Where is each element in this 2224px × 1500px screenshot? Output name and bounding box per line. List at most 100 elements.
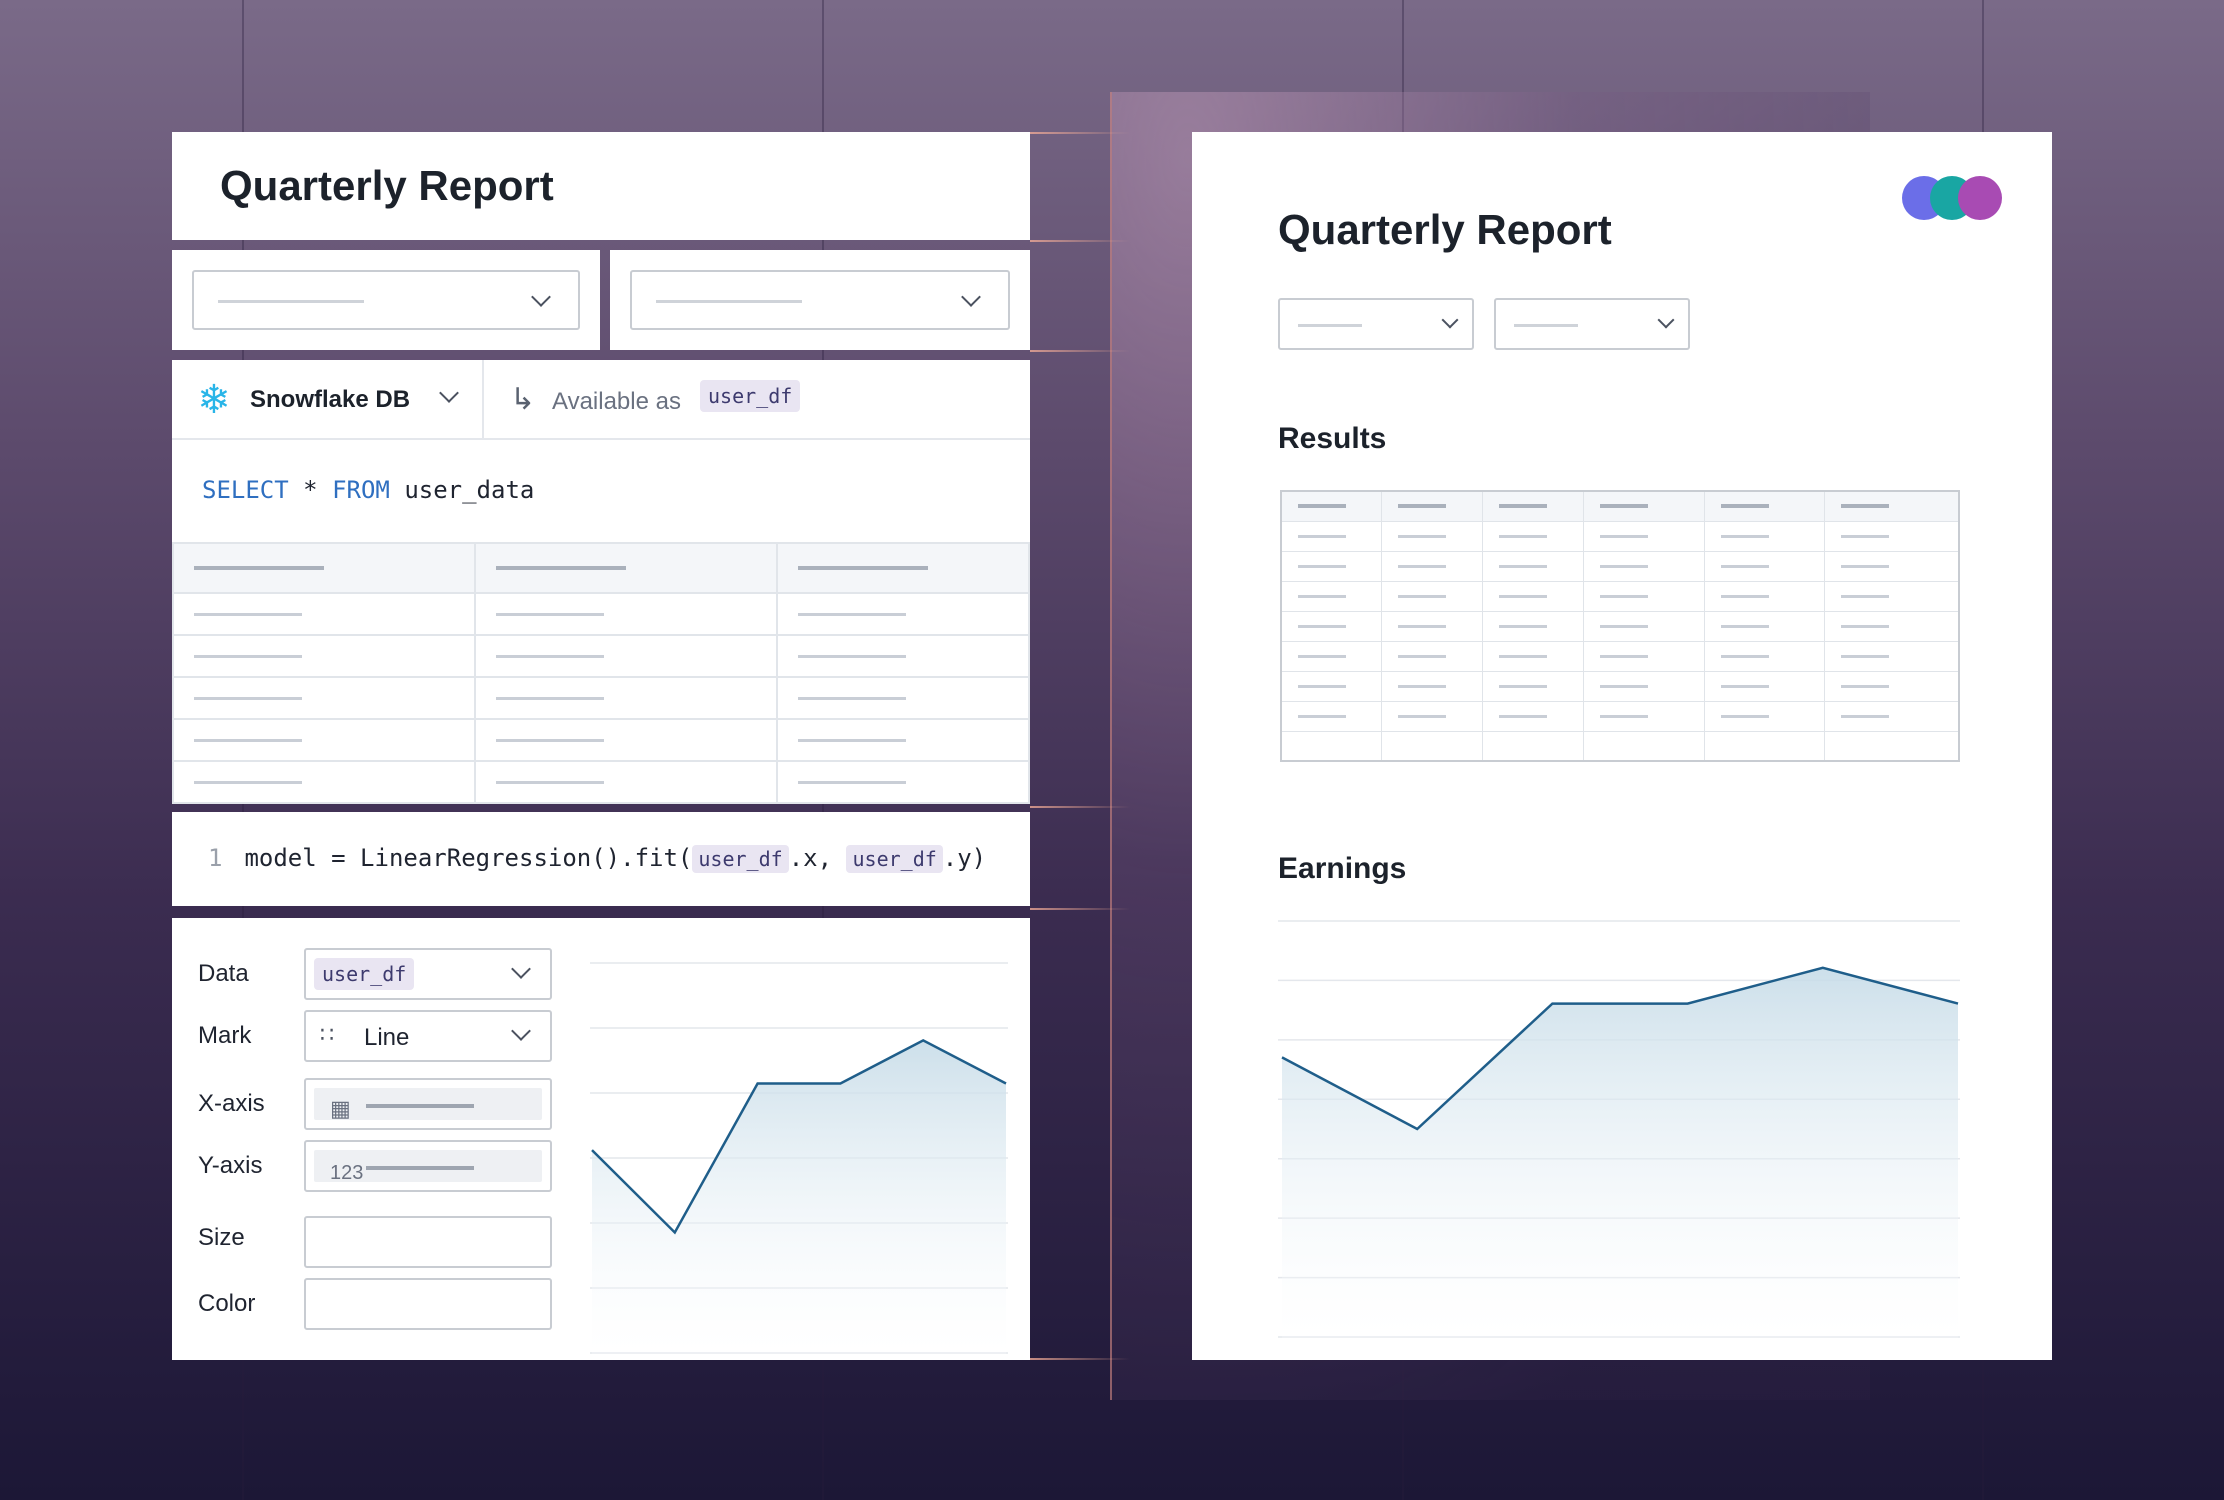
sql-star: *: [303, 476, 318, 504]
cell-placeholder: [798, 612, 906, 616]
code-line[interactable]: 1 model = LinearRegression().fit(user_df.…: [208, 844, 986, 873]
chevron-down-icon: [511, 1021, 531, 1041]
cell-placeholder: [1600, 684, 1649, 688]
cell-placeholder: [1720, 684, 1769, 688]
mark-select[interactable]: ∷ Line: [304, 1010, 552, 1062]
sql-results-table: [172, 542, 1030, 804]
cell-placeholder: [496, 780, 604, 784]
app-logo: [1902, 176, 2002, 220]
chevron-down-icon[interactable]: [439, 383, 459, 403]
scatter-chart-icon: ∷: [320, 1022, 334, 1047]
cell-placeholder: [1398, 624, 1447, 628]
report-dropdown-1[interactable]: [1278, 298, 1474, 350]
connector-line: [1030, 1358, 1130, 1360]
sql-cell: ❄ Snowflake DB ↳ Available as user_df SE…: [172, 360, 1030, 804]
cell-placeholder: [1398, 534, 1447, 538]
cell-placeholder: [1499, 594, 1548, 598]
cell-placeholder: [194, 696, 302, 700]
size-label: Size: [198, 1224, 245, 1251]
report-dropdown-2[interactable]: [1494, 298, 1690, 350]
sql-table-name: user_data: [404, 476, 535, 504]
snowflake-icon: ❄: [197, 378, 231, 422]
table-row: [1280, 730, 1960, 762]
cell-placeholder: [798, 738, 906, 742]
report-page: Quarterly Report Results Earnings: [1192, 132, 2052, 1360]
cell-placeholder: [1720, 564, 1769, 568]
notebook-title-card: Quarterly Report: [172, 132, 1030, 240]
x-axis-field[interactable]: ▦: [304, 1078, 552, 1130]
earnings-heading: Earnings: [1278, 852, 1407, 885]
mark-value: Line: [364, 1024, 410, 1051]
table-row: [1280, 550, 1960, 582]
data-select[interactable]: user_df: [304, 948, 552, 1000]
dataframe-ref-pill[interactable]: user_df: [846, 845, 943, 873]
results-heading: Results: [1278, 422, 1387, 455]
cell-placeholder: [1398, 684, 1447, 688]
table-row: [1280, 610, 1960, 642]
cell-placeholder: [1840, 594, 1889, 598]
placeholder-line: [218, 300, 364, 303]
calendar-icon: ▦: [330, 1096, 351, 1121]
chevron-down-icon: [961, 287, 981, 307]
cell-placeholder: [194, 654, 302, 658]
table-row: [172, 592, 1030, 636]
line-number: 1: [208, 844, 223, 872]
notebook-title[interactable]: Quarterly Report: [220, 162, 554, 209]
cell-placeholder: [1499, 564, 1548, 568]
dataframe-name-pill[interactable]: user_df: [700, 380, 801, 412]
sql-keyword: SELECT: [202, 476, 289, 504]
connector-line: [1030, 806, 1130, 808]
header-placeholder: [194, 566, 324, 570]
chevron-down-icon: [511, 959, 531, 979]
input-cell-1: [172, 250, 600, 350]
area-fill: [1282, 967, 1958, 1338]
cell-placeholder: [496, 696, 604, 700]
code-text: .x,: [788, 844, 847, 872]
cell-placeholder: [194, 738, 302, 742]
table-row: [1280, 520, 1960, 552]
dataframe-ref-pill[interactable]: user_df: [692, 845, 789, 873]
input-dropdown-1[interactable]: [192, 270, 580, 330]
table-row: [1280, 700, 1960, 732]
placeholder-line: [1298, 324, 1362, 327]
placeholder-line: [366, 1104, 474, 1108]
header-placeholder: [798, 566, 928, 570]
cell-placeholder: [798, 696, 906, 700]
y-axis-field[interactable]: 123: [304, 1140, 552, 1192]
logo-circle: [1958, 176, 2002, 220]
cell-placeholder: [1499, 624, 1548, 628]
size-field[interactable]: [304, 1216, 552, 1268]
cell-placeholder: [1840, 714, 1889, 718]
cell-placeholder: [1398, 654, 1447, 658]
sql-query[interactable]: SELECT * FROM user_data: [202, 476, 534, 504]
cell-placeholder: [1298, 624, 1346, 628]
cell-placeholder: [1298, 684, 1346, 688]
cell-placeholder: [1298, 564, 1346, 568]
chevron-down-icon: [531, 287, 551, 307]
table-row: [1280, 580, 1960, 612]
python-cell[interactable]: 1 model = LinearRegression().fit(user_df.…: [172, 812, 1030, 906]
table-header-row: [172, 542, 1030, 594]
header-placeholder: [1298, 504, 1346, 509]
input-cell-2: [610, 250, 1030, 350]
cell-placeholder: [496, 738, 604, 742]
cell-placeholder: [1840, 624, 1889, 628]
cell-placeholder: [1298, 654, 1346, 658]
cell-placeholder: [496, 654, 604, 658]
cell-placeholder: [1840, 654, 1889, 658]
connector-line: [1030, 350, 1130, 352]
color-field[interactable]: [304, 1278, 552, 1330]
dataframe-pill: user_df: [314, 958, 415, 990]
cell-placeholder: [1398, 564, 1447, 568]
database-name[interactable]: Snowflake DB: [250, 386, 411, 413]
output-arrow-icon: ↳: [510, 383, 536, 416]
cell-placeholder: [1499, 534, 1548, 538]
series-line: [1281, 966, 1959, 1131]
placeholder-line: [656, 300, 802, 303]
available-as-label: Available as: [552, 388, 681, 415]
chart-cell: Data user_df Mark ∷ Line X-axis ▦ Y-axis…: [172, 918, 1030, 1360]
table-row: [172, 676, 1030, 720]
input-dropdown-2[interactable]: [630, 270, 1010, 330]
cell-placeholder: [1600, 624, 1649, 628]
code-text: .y): [942, 844, 987, 872]
